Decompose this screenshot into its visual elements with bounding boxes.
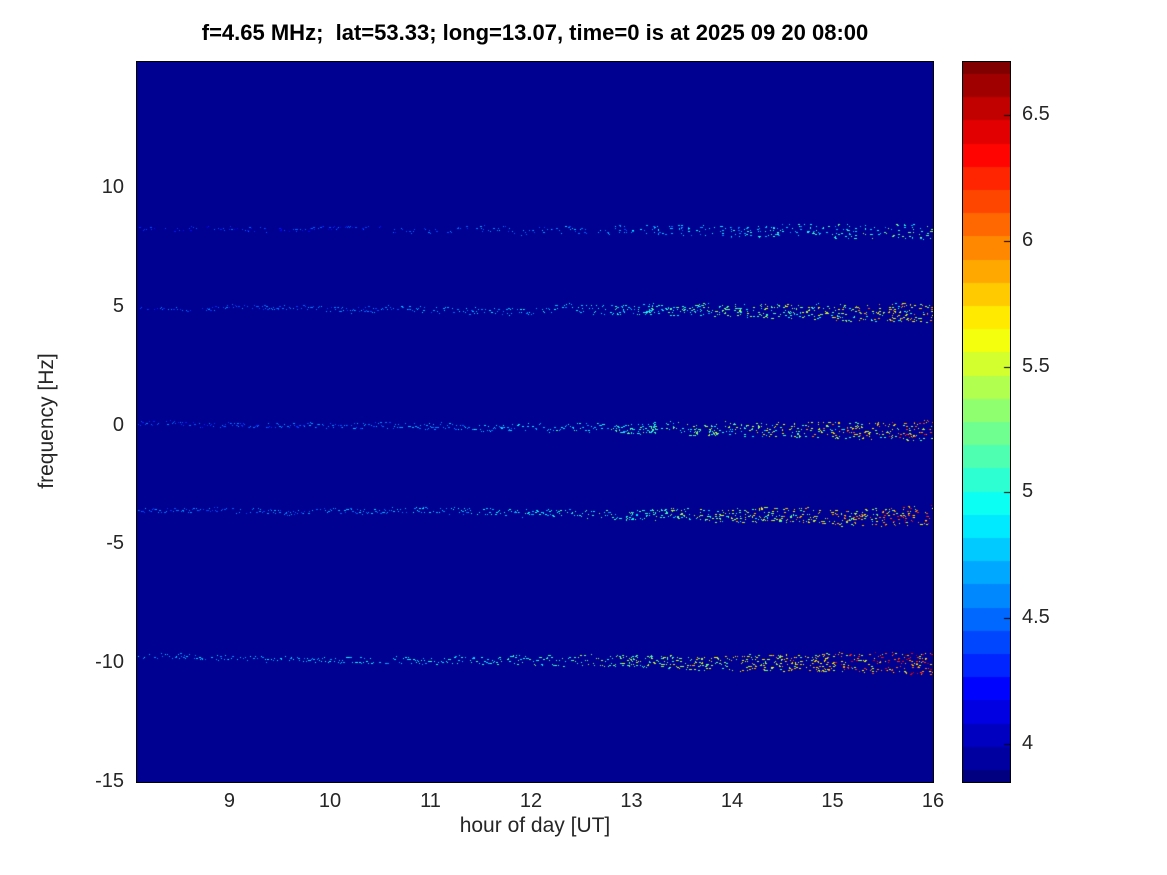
y-tick-label: -5 [106,532,124,555]
y-tick-label: -15 [95,770,124,792]
colorbar [962,61,1011,783]
colorbar-tick-label: 6.5 [1022,103,1050,125]
y-axis-label: frequency [Hz] [35,353,58,489]
colorbar-tick-label: 6 [1022,229,1034,251]
y-tick-label: 10 [101,175,124,198]
x-tick-label: 14 [720,790,744,812]
colorbar-tick-label: 4 [1022,732,1034,754]
x-tick-label: 13 [620,790,643,812]
x-tick-label: 16 [921,790,945,812]
x-tick-label: 9 [223,790,236,812]
colorbar-tick-label: 5 [1022,480,1034,502]
x-axis-label: hour of day [UT] [459,814,611,837]
chart-title: f=4.65 MHz; lat=53.33; long=13.07, time=… [201,20,869,45]
x-tick-label: 10 [318,790,342,812]
x-tick-label: 11 [420,790,441,812]
x-tick-label: 15 [821,790,844,812]
colorbar-tick-label: 5.5 [1022,355,1050,377]
y-tick-label: 5 [112,294,124,317]
heatmap-canvas [136,61,934,783]
x-tick-label: 12 [519,790,543,812]
colorbar-tick-label: 4.5 [1022,606,1050,628]
y-tick-label: -10 [95,651,124,674]
y-tick-label: 0 [112,413,124,436]
